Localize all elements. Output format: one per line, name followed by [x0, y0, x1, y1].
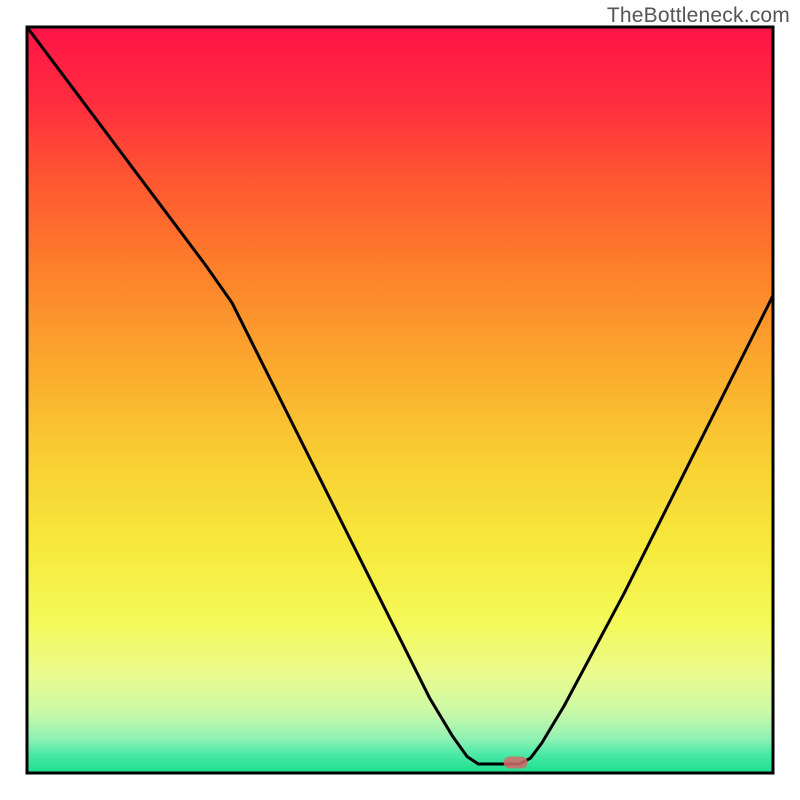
plot-background [27, 27, 773, 773]
bottleneck-chart [0, 0, 800, 800]
optimum-marker [504, 757, 528, 769]
chart-stage: TheBottleneck.com [0, 0, 800, 800]
watermark-text: TheBottleneck.com [607, 4, 790, 28]
